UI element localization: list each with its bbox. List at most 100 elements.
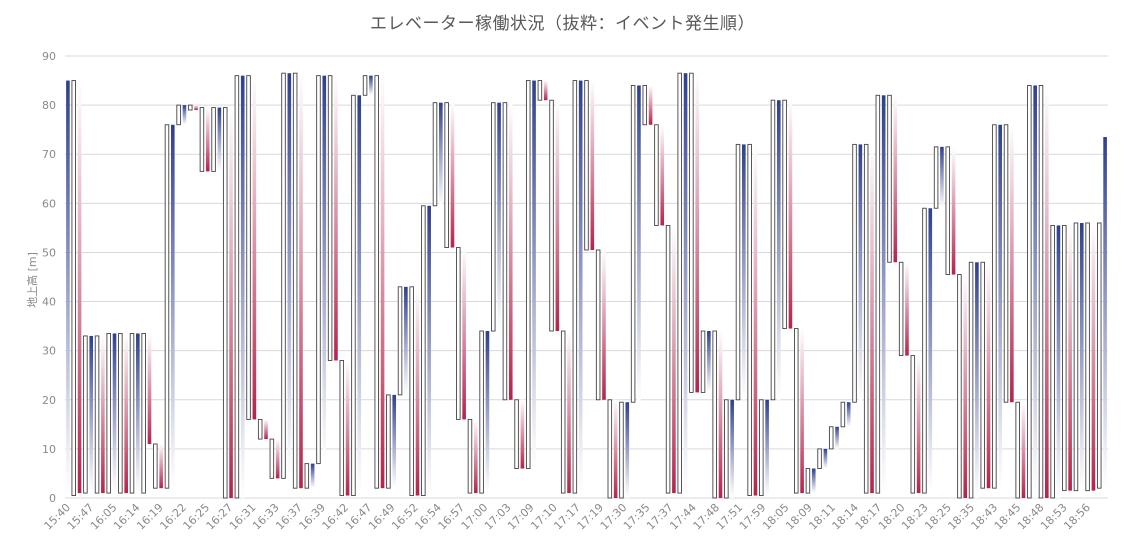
- down-move-bar: [916, 355, 921, 494]
- y-axis-label: 地上高 [m]: [25, 252, 39, 308]
- stop-bar: [759, 399, 764, 496]
- stop-bar: [922, 207, 927, 494]
- stop-bar: [1015, 401, 1020, 499]
- stop-bar: [1027, 85, 1032, 499]
- stop-bar: [630, 85, 636, 403]
- stop-bar: [409, 286, 414, 496]
- stop-bar: [724, 399, 729, 499]
- stop-bar: [689, 72, 694, 393]
- y-tick-label: 80: [42, 99, 56, 112]
- stop-bar: [887, 94, 892, 263]
- down-move-bar: [205, 107, 210, 172]
- up-move-bar: [404, 286, 408, 395]
- down-move-bar: [567, 331, 571, 494]
- y-tick-label: 40: [42, 296, 56, 309]
- y-tick-label: 50: [42, 246, 56, 259]
- up-move-bar: [742, 144, 746, 400]
- down-move-bar: [905, 262, 909, 356]
- up-move-bar: [578, 80, 583, 494]
- stop-bar: [153, 443, 158, 489]
- up-move-bar: [310, 463, 315, 489]
- stop-bar: [992, 124, 997, 489]
- stop-bar: [1085, 222, 1090, 492]
- up-move-bar: [369, 75, 373, 96]
- down-move-bar: [520, 399, 525, 469]
- down-move-bar: [473, 419, 478, 494]
- stop-bar: [234, 75, 240, 499]
- up-move-bar: [1079, 222, 1084, 491]
- down-move-bar: [101, 335, 105, 494]
- stop-bar: [304, 463, 310, 489]
- stop-bar: [292, 72, 298, 489]
- stop-bar: [188, 104, 193, 111]
- down-move-bar: [1068, 225, 1072, 491]
- down-move-bar: [660, 124, 665, 226]
- stop-bar: [397, 286, 403, 396]
- down-move-bar: [1045, 85, 1049, 498]
- down-move-bar: [986, 262, 991, 489]
- down-move-bar: [77, 80, 82, 494]
- stop-bar: [106, 333, 111, 494]
- up-move-bar: [1056, 225, 1061, 498]
- up-move-bar: [1033, 85, 1037, 498]
- down-move-bar: [963, 274, 968, 498]
- y-tick-label: 30: [42, 345, 56, 358]
- up-move-bar: [112, 333, 117, 494]
- stop-bar: [362, 75, 368, 96]
- down-move-bar: [1021, 402, 1026, 498]
- stop-bar: [281, 72, 286, 479]
- stop-bar: [386, 394, 391, 489]
- stop-bar: [269, 438, 275, 479]
- x-tick-label: 18:56: [1061, 501, 1093, 533]
- stop-bar: [257, 418, 263, 440]
- down-move-bar: [275, 439, 280, 479]
- up-move-bar: [322, 75, 327, 464]
- stop-bar: [875, 94, 881, 494]
- up-move-bar: [846, 402, 851, 427]
- stop-bar: [933, 146, 939, 209]
- up-move-bar: [811, 468, 816, 494]
- up-move-bar: [637, 85, 641, 403]
- down-move-bar: [590, 80, 595, 250]
- down-move-bar: [672, 225, 676, 494]
- up-move-bar: [182, 105, 187, 125]
- y-axis-ticks: 0 10 20 30 40 50 60 70 80 90: [42, 50, 56, 505]
- stop-bar: [525, 80, 531, 469]
- stop-bar: [537, 80, 543, 101]
- up-move-bar: [928, 208, 933, 494]
- down-move-bar: [159, 443, 163, 489]
- down-move-bar: [345, 360, 350, 496]
- up-move-bar: [683, 73, 688, 494]
- up-move-bar: [439, 102, 443, 206]
- down-move-bar: [870, 144, 874, 494]
- down-move-bar: [124, 333, 128, 494]
- down-move-bar: [648, 85, 653, 125]
- up-move-bar: [858, 144, 863, 403]
- stop-bar: [549, 99, 554, 332]
- stop-bar: [852, 143, 857, 403]
- stop-bar: [619, 401, 624, 499]
- stop-bar: [129, 333, 135, 494]
- up-move-bar: [497, 102, 501, 332]
- stop-bar: [654, 124, 659, 226]
- down-move-bar: [415, 286, 420, 496]
- stop-bar: [83, 335, 88, 494]
- stop-bar: [164, 124, 170, 489]
- down-move-bar: [753, 144, 758, 496]
- stop-bar: [246, 75, 251, 420]
- y-tick-label: 0: [49, 492, 56, 505]
- stop-bar: [898, 261, 904, 357]
- down-move-bar: [147, 333, 152, 444]
- up-move-bar: [136, 333, 140, 494]
- stop-bar: [514, 399, 519, 469]
- stop-bar: [863, 143, 869, 494]
- stop-bar: [735, 143, 741, 401]
- stop-bar: [491, 102, 496, 332]
- stop-bar: [421, 205, 426, 497]
- stop-bar: [339, 360, 345, 496]
- stop-bar: [840, 401, 846, 428]
- down-move-bar: [788, 100, 793, 329]
- down-move-bar: [194, 105, 198, 111]
- stop-bar: [607, 399, 613, 499]
